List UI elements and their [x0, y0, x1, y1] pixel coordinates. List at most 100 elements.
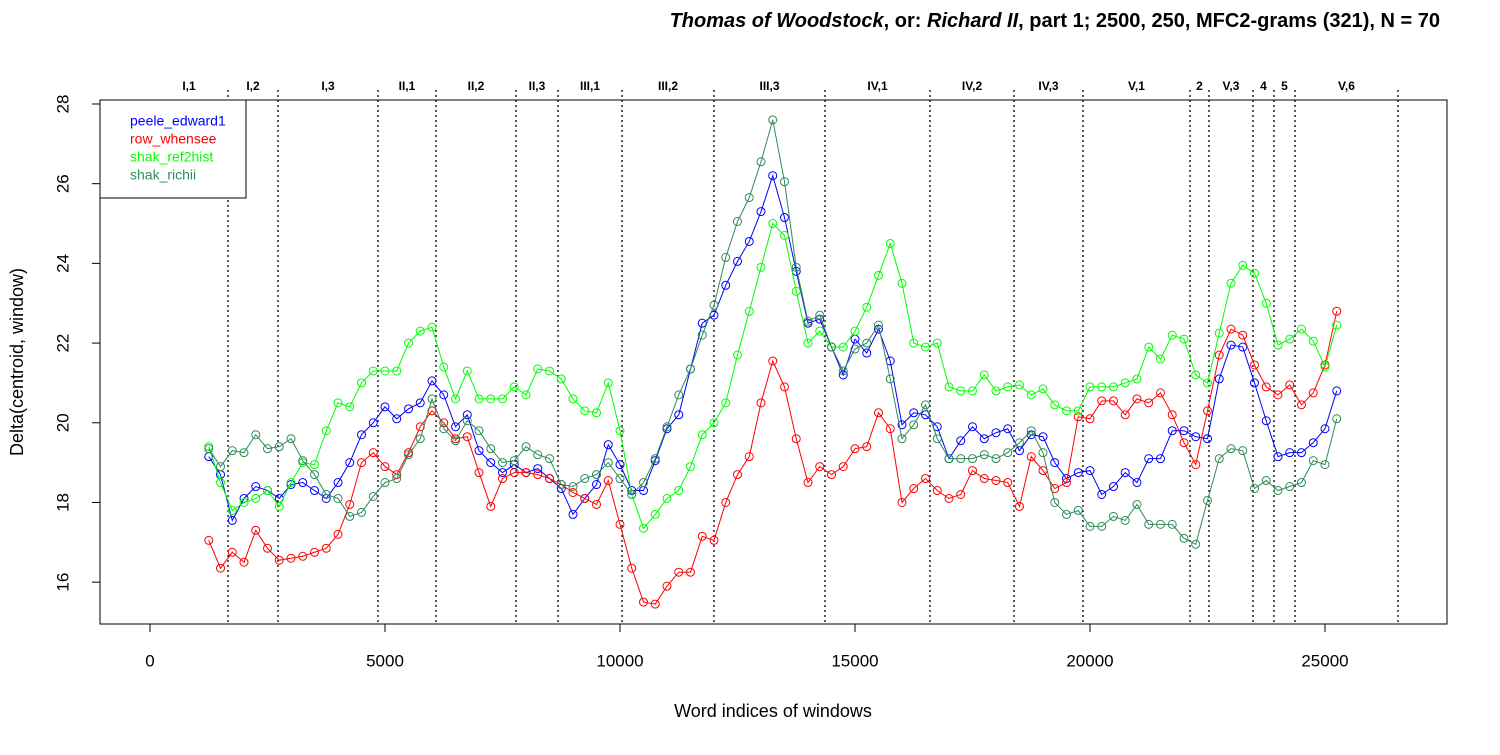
data-point — [533, 470, 543, 480]
data-point — [779, 213, 789, 223]
data-point — [815, 310, 825, 320]
data-point — [920, 410, 930, 420]
data-point — [826, 342, 836, 352]
data-point — [615, 426, 625, 436]
data-point — [650, 509, 660, 519]
data-point — [1132, 478, 1142, 488]
data-point — [732, 217, 742, 227]
data-point — [1191, 460, 1201, 470]
data-point — [873, 408, 883, 418]
data-point — [709, 535, 719, 545]
data-point — [1332, 414, 1342, 424]
data-point — [1003, 478, 1013, 488]
data-point — [533, 364, 543, 374]
y-tick-label: 24 — [53, 254, 72, 273]
data-point — [991, 386, 1001, 396]
scene-label: IV,2 — [962, 79, 983, 93]
data-point — [638, 478, 648, 488]
data-point — [1097, 489, 1107, 499]
data-point — [1003, 424, 1013, 434]
data-point — [521, 390, 531, 400]
data-point — [920, 474, 930, 484]
data-point — [357, 430, 367, 440]
data-point — [1214, 350, 1224, 360]
data-point — [239, 557, 249, 567]
data-point — [1179, 438, 1189, 448]
data-point — [556, 374, 566, 384]
scene-label: II,3 — [529, 79, 546, 93]
data-point — [533, 450, 543, 460]
data-point — [850, 344, 860, 354]
data-point — [1050, 400, 1060, 410]
data-point — [1238, 260, 1248, 270]
data-point — [1308, 456, 1318, 466]
data-point — [779, 177, 789, 187]
data-point — [944, 493, 954, 503]
y-tick-label: 26 — [53, 174, 72, 193]
data-point — [545, 454, 555, 464]
data-point — [662, 581, 672, 591]
data-point — [427, 376, 437, 386]
data-point — [1285, 482, 1295, 492]
data-point — [251, 430, 261, 440]
data-point — [615, 460, 625, 470]
data-point — [345, 499, 355, 509]
data-point — [1026, 426, 1036, 436]
data-point — [486, 458, 496, 468]
data-point — [1308, 388, 1318, 398]
data-point — [592, 470, 602, 480]
data-point — [615, 519, 625, 529]
data-point — [967, 454, 977, 464]
data-point — [873, 320, 883, 330]
data-point — [627, 489, 637, 499]
data-point — [897, 278, 907, 288]
data-point — [1097, 396, 1107, 406]
data-point — [897, 434, 907, 444]
data-point — [451, 394, 461, 404]
y-tick-label: 22 — [53, 334, 72, 353]
data-point — [498, 468, 508, 478]
data-point — [768, 171, 778, 181]
data-point — [685, 462, 695, 472]
data-point — [1285, 448, 1295, 458]
data-point — [345, 511, 355, 521]
data-point — [521, 442, 531, 452]
data-point — [709, 300, 719, 310]
data-point — [216, 462, 226, 472]
data-point — [674, 486, 684, 496]
data-point — [803, 478, 813, 488]
data-point — [967, 386, 977, 396]
data-point — [592, 408, 602, 418]
data-point — [251, 525, 261, 535]
data-point — [732, 256, 742, 266]
data-point — [1050, 458, 1060, 468]
data-point — [862, 442, 872, 452]
legend: peele_edward1 row_whensee shak_ref2histsha… — [99, 99, 247, 199]
data-point — [615, 474, 625, 484]
data-point — [439, 390, 449, 400]
data-point — [1179, 334, 1189, 344]
data-point — [1261, 382, 1271, 392]
data-point — [1191, 370, 1201, 380]
legend-entry: shak_richii — [130, 167, 196, 183]
data-point — [697, 531, 707, 541]
data-point — [1014, 380, 1024, 390]
data-point — [732, 470, 742, 480]
data-point — [357, 507, 367, 517]
data-point — [1202, 378, 1212, 388]
data-point — [956, 454, 966, 464]
data-point — [979, 434, 989, 444]
data-point — [744, 193, 754, 203]
data-point — [1214, 328, 1224, 338]
data-point — [357, 458, 367, 468]
data-point — [956, 489, 966, 499]
data-point — [721, 252, 731, 262]
data-point — [380, 366, 390, 376]
data-point — [709, 418, 719, 428]
data-point — [368, 366, 378, 376]
data-point — [674, 410, 684, 420]
scene-label: IV,3 — [1038, 79, 1059, 93]
data-point — [697, 430, 707, 440]
data-point — [1238, 446, 1248, 456]
